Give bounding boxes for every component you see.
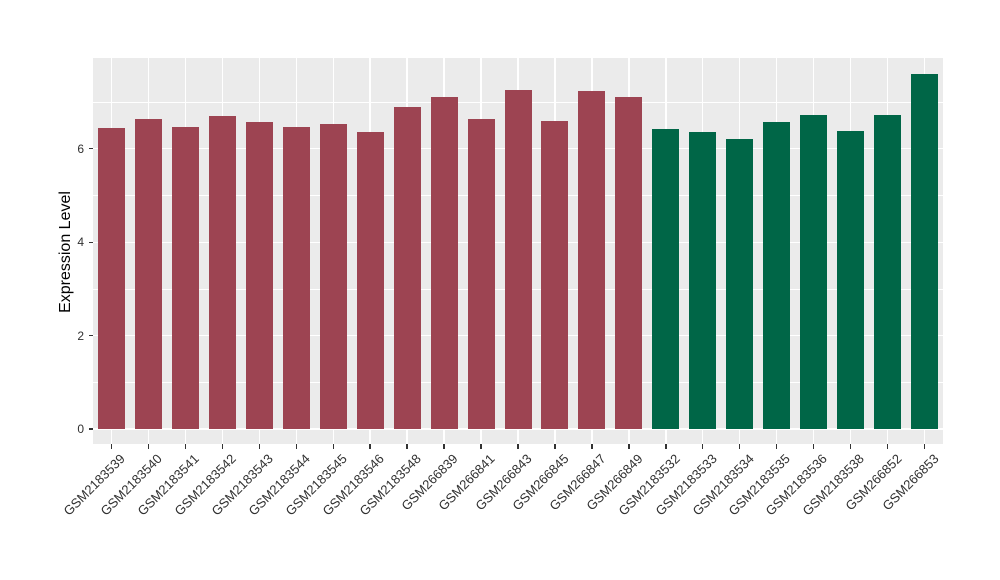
x-axis-tick bbox=[369, 444, 371, 449]
y-axis-tick bbox=[88, 428, 93, 430]
x-axis-tick bbox=[591, 444, 593, 449]
bar-GSM2183539 bbox=[97, 127, 125, 429]
bar-GSM2183546 bbox=[356, 131, 384, 429]
x-axis-tick bbox=[665, 444, 667, 449]
x-axis-tick bbox=[886, 444, 889, 449]
bar-GSM266853 bbox=[911, 73, 939, 429]
bar-GSM2183545 bbox=[319, 123, 347, 429]
bar-GSM2183535 bbox=[763, 121, 791, 429]
x-axis-tick bbox=[775, 444, 778, 449]
x-axis-tick bbox=[406, 444, 408, 449]
y-axis-tick bbox=[88, 241, 93, 243]
bar-GSM2183544 bbox=[282, 126, 310, 429]
x-axis-tick bbox=[702, 444, 704, 449]
x-axis-tick bbox=[110, 444, 113, 449]
y-tick-label: 2 bbox=[77, 328, 84, 343]
y-tick-label: 4 bbox=[77, 235, 84, 250]
bar-GSM2183543 bbox=[245, 121, 273, 429]
y-axis-tick bbox=[88, 334, 93, 337]
bar-GSM2183542 bbox=[208, 115, 236, 429]
bar-GSM266852 bbox=[874, 115, 902, 429]
x-axis-tick bbox=[739, 444, 741, 449]
x-axis-tick bbox=[480, 444, 482, 449]
bar-GSM2183534 bbox=[726, 138, 754, 429]
bar-GSM2183540 bbox=[134, 119, 162, 429]
x-axis-tick bbox=[184, 444, 187, 449]
bar-GSM266841 bbox=[467, 119, 495, 429]
bar-GSM2183541 bbox=[171, 126, 199, 429]
bar-GSM266843 bbox=[504, 89, 532, 429]
bar-GSM266839 bbox=[430, 97, 458, 429]
bar-GSM266847 bbox=[578, 91, 606, 429]
y-axis-title: Expression Level bbox=[57, 191, 74, 313]
x-axis-tick bbox=[628, 444, 630, 449]
x-axis-tick bbox=[517, 444, 519, 449]
x-axis-tick bbox=[923, 444, 926, 449]
x-axis-tick bbox=[443, 444, 445, 449]
y-tick-label: 6 bbox=[77, 141, 84, 156]
bar-GSM266849 bbox=[615, 96, 643, 429]
y-axis-tick bbox=[88, 148, 93, 150]
x-axis-tick bbox=[295, 444, 297, 449]
x-axis-tick bbox=[258, 444, 260, 449]
bar-GSM2183536 bbox=[800, 114, 828, 429]
gridline-major bbox=[93, 428, 943, 430]
bar-GSM2183538 bbox=[837, 130, 865, 429]
bar-GSM2183533 bbox=[689, 132, 717, 429]
bar-GSM2183548 bbox=[393, 106, 421, 429]
bar-GSM2183532 bbox=[652, 129, 680, 429]
y-tick-label: 0 bbox=[77, 422, 84, 436]
x-axis-tick bbox=[554, 444, 556, 449]
x-axis-tick bbox=[849, 444, 852, 449]
x-axis-tick bbox=[147, 444, 150, 449]
bar-GSM266845 bbox=[541, 121, 569, 429]
plot-panel bbox=[93, 58, 943, 444]
x-axis-tick bbox=[812, 444, 815, 449]
x-axis-tick bbox=[332, 444, 334, 449]
x-axis-tick bbox=[221, 444, 224, 449]
